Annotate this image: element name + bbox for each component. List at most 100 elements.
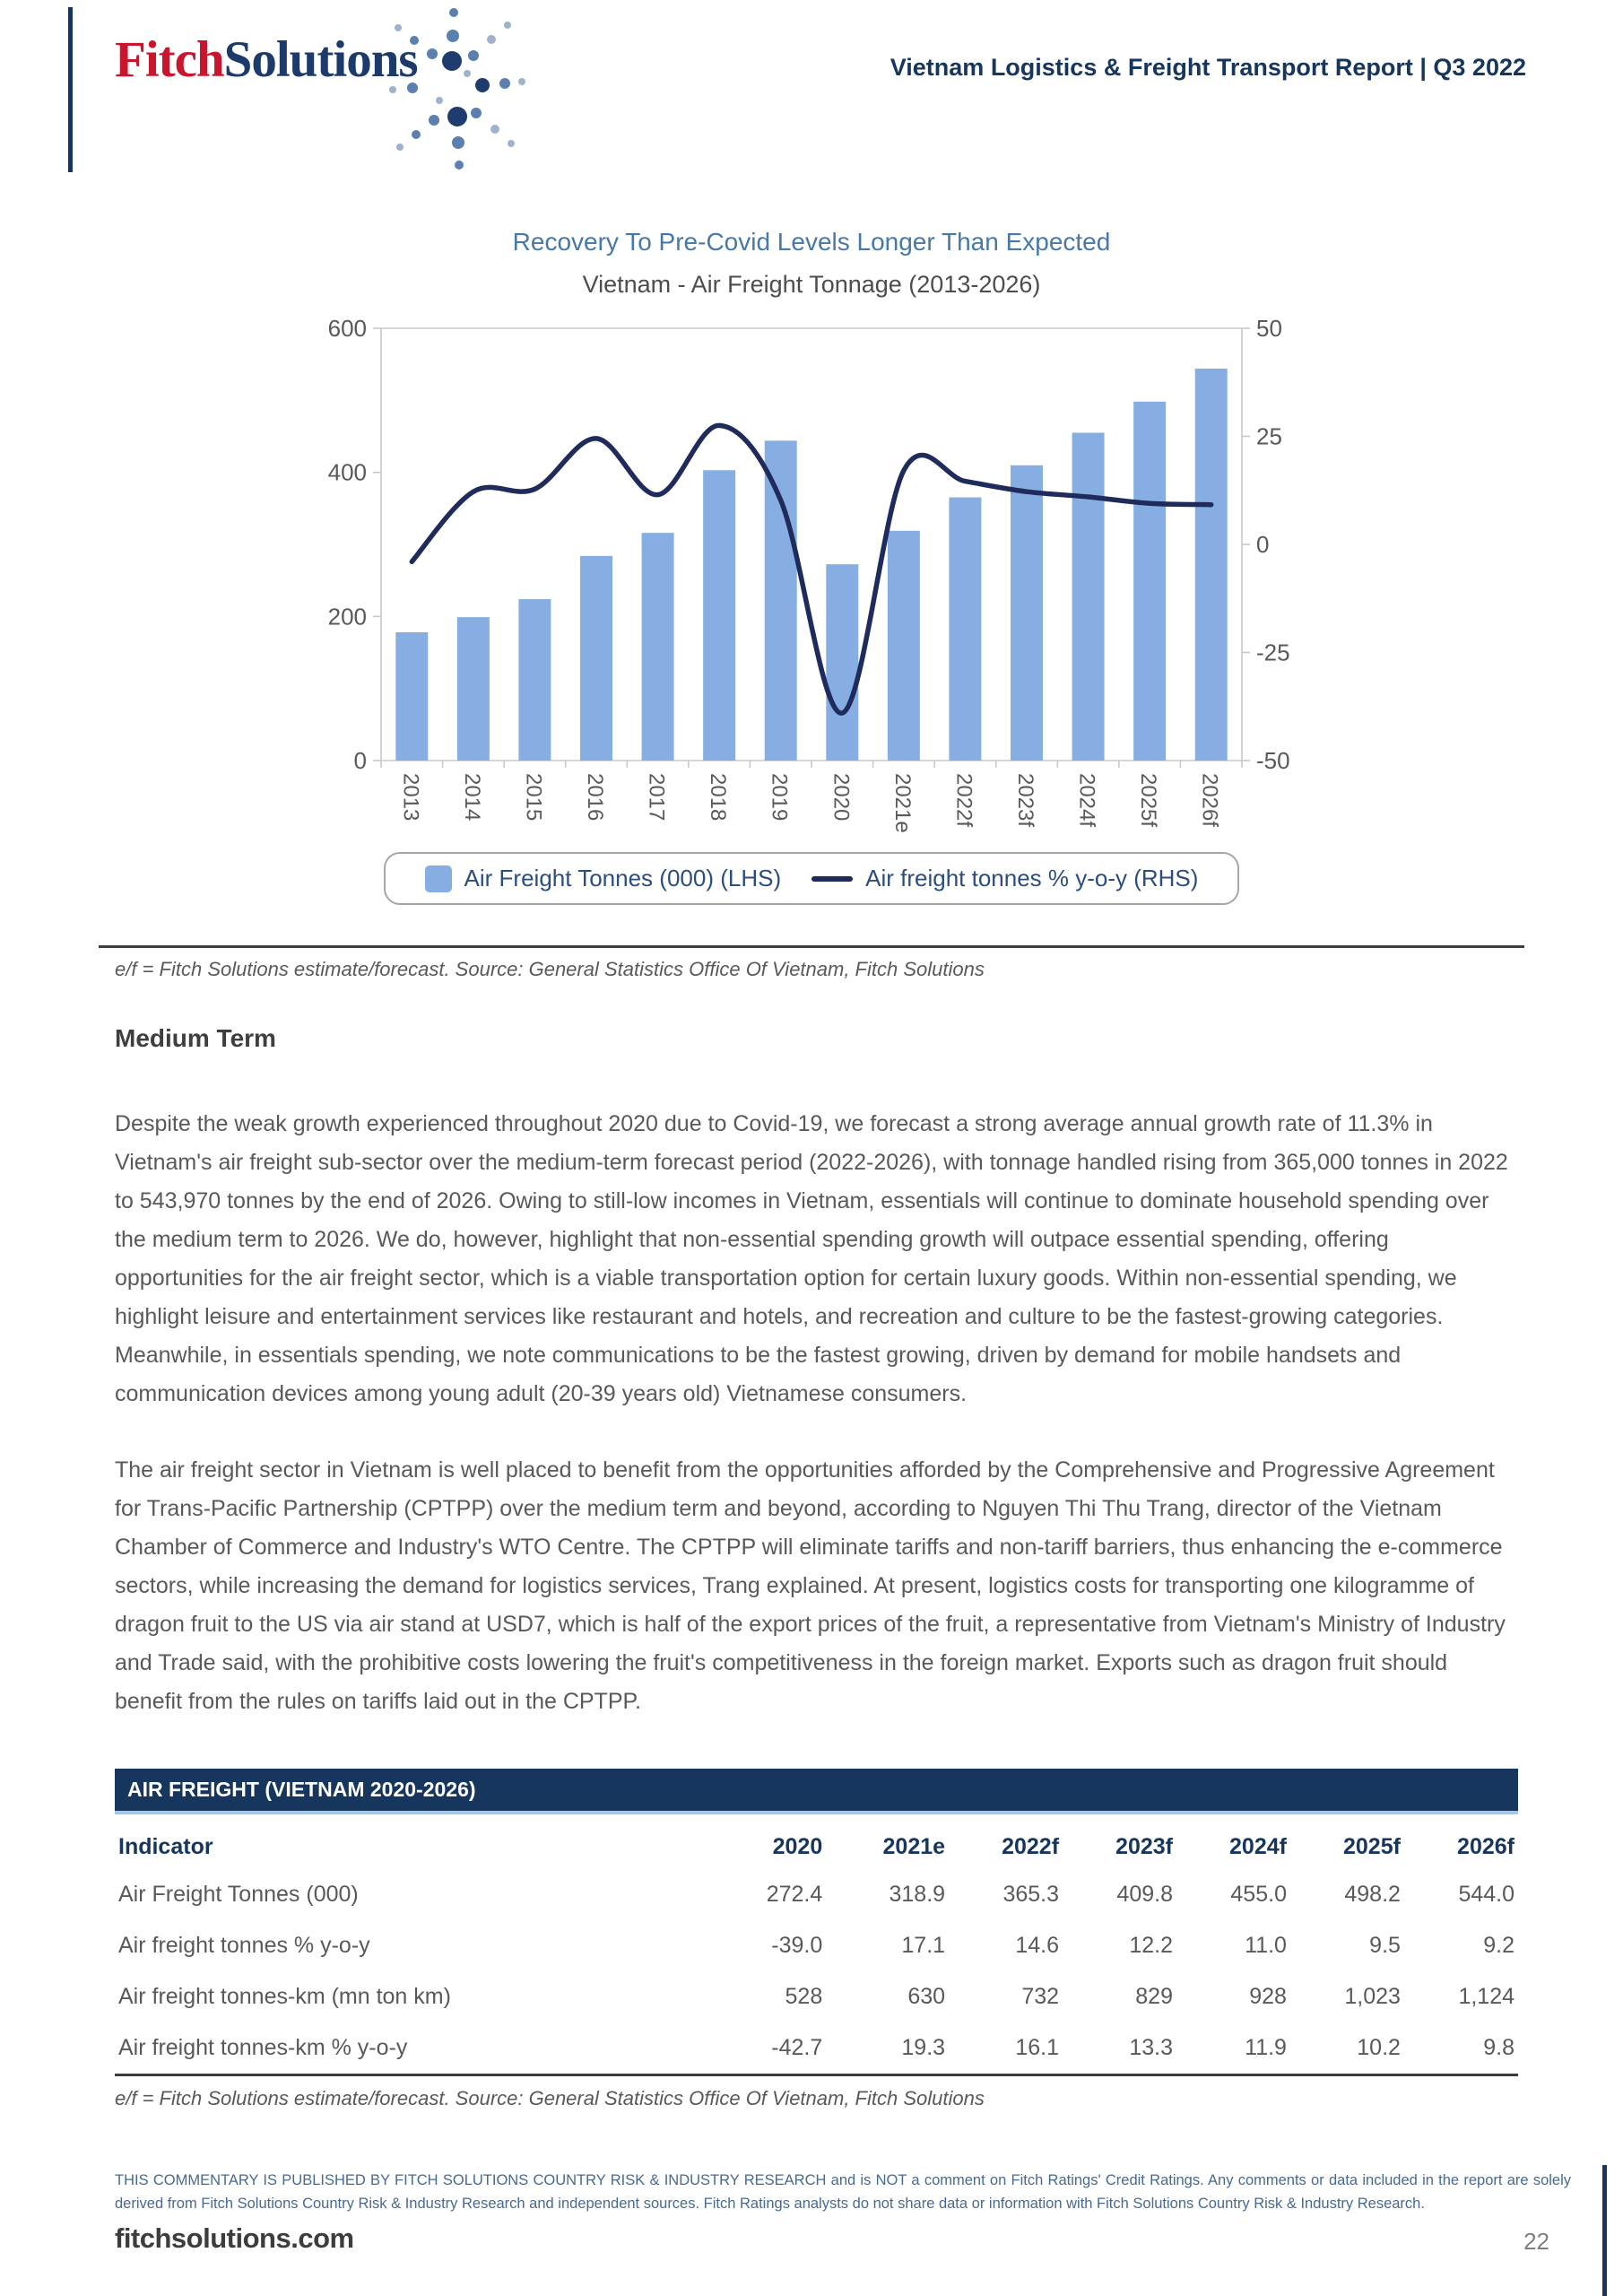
section-heading: Medium Term <box>115 1024 276 1052</box>
value-cell: 9.8 <box>1483 2035 1515 2060</box>
value-cell: 11.9 <box>1245 2035 1287 2060</box>
column-header-year: 2021e <box>882 1834 946 1859</box>
svg-text:600: 600 <box>328 315 367 342</box>
body-paragraph-2: The air freight sector in Vietnam is wel… <box>115 1457 1506 1714</box>
footer-site-url: fitchsolutions.com <box>115 2222 354 2254</box>
legend-line-label: Air freight tonnes % y-o-y (RHS) <box>865 865 1199 891</box>
svg-text:0: 0 <box>354 747 367 774</box>
chart-frame <box>380 327 1243 761</box>
air-freight-table: Indicator 2020 2021e 2022f 2023f 2024f 2025f 20… <box>115 1814 1518 2076</box>
fitch-solutions-logo: FitchSolutions <box>115 30 419 89</box>
page-number: 22 <box>1523 2228 1549 2255</box>
svg-text:2026f: 2026f <box>1198 773 1222 827</box>
left-axis: 0 200 400 600 <box>328 315 381 774</box>
value-cell: 12.2 <box>1129 1933 1173 1958</box>
value-cell: 1,023 <box>1344 1984 1401 2009</box>
svg-text:0: 0 <box>1256 531 1269 558</box>
value-cell: -39.0 <box>771 1933 823 1958</box>
chart-bars <box>395 368 1228 761</box>
value-cell: 528 <box>785 1984 823 2009</box>
svg-text:2014: 2014 <box>460 773 484 821</box>
svg-text:25: 25 <box>1256 423 1282 450</box>
value-cell: 16.1 <box>1015 2035 1060 2060</box>
column-header-indicator: Indicator <box>118 1834 213 1859</box>
svg-text:400: 400 <box>328 459 367 486</box>
svg-text:2016: 2016 <box>583 773 607 821</box>
svg-text:2019: 2019 <box>768 773 792 821</box>
value-cell: 409.8 <box>1116 1882 1173 1907</box>
svg-text:2021e: 2021e <box>890 773 915 833</box>
column-header-year: 2026f <box>1457 1834 1515 1859</box>
chart-line <box>409 422 1214 716</box>
table-source-note: e/f = Fitch Solutions estimate/forecast.… <box>115 2087 985 2109</box>
value-cell: 455.0 <box>1230 1882 1287 1907</box>
column-header-year: 2025f <box>1342 1834 1401 1859</box>
chart-subtitle: Vietnam - Air Freight Tonnage (2013-2026… <box>582 271 1041 298</box>
value-cell: 10.2 <box>1357 2035 1401 2060</box>
header-accent-bar <box>68 7 73 172</box>
report-title: Vietnam Logistics & Freight Transport Re… <box>890 54 1526 81</box>
svg-text:2015: 2015 <box>521 773 545 821</box>
value-cell: 11.0 <box>1245 1933 1287 1958</box>
air-freight-table-block: AIR FREIGHT (VIETNAM 2020-2026) Indicato… <box>115 1769 1518 2110</box>
footer-disclaimer: THIS COMMENTARY IS PUBLISHED BY FITCH SO… <box>115 2172 1571 2212</box>
logo-solutions-text: Solutions <box>223 31 419 88</box>
bar-series-swatch-icon <box>424 865 452 892</box>
value-cell: 365.3 <box>1002 1882 1060 1907</box>
svg-text:50: 50 <box>1256 315 1282 342</box>
value-cell: 1,124 <box>1458 1984 1515 2009</box>
x-axis-labels: 2013 2014 2015 2016 2017 2018 2019 2020 2021e 202… <box>398 773 1221 833</box>
column-header-year: 2022f <box>1002 1834 1060 1859</box>
logo-fitch-text: Fitch <box>115 31 225 88</box>
value-cell: 732 <box>1021 1984 1060 2009</box>
right-axis: -50 -25 0 25 50 <box>1242 315 1290 774</box>
value-cell: 9.5 <box>1369 1933 1401 1958</box>
fitch-logo-dots-icon <box>389 8 525 170</box>
column-header-year: 2023f <box>1115 1834 1173 1859</box>
value-cell: 9.2 <box>1483 1933 1515 1958</box>
value-cell: 272.4 <box>766 1882 823 1907</box>
table-row: Air freight tonnes-km % y-o-y -42.7 19.3 16… <box>115 2022 1518 2075</box>
value-cell: 17.1 <box>901 1933 946 1958</box>
column-header-year: 2024f <box>1229 1834 1287 1859</box>
svg-text:200: 200 <box>328 603 367 630</box>
svg-text:2024f: 2024f <box>1075 773 1099 827</box>
value-cell: 630 <box>907 1984 946 2009</box>
x-axis-ticks <box>380 761 1243 768</box>
value-cell: 13.3 <box>1129 2035 1173 2060</box>
value-cell: 928 <box>1249 1984 1287 2009</box>
chart-source-note: e/f = Fitch Solutions estimate/forecast.… <box>115 958 985 980</box>
legend-item-line: Air freight tonnes % y-o-y (RHS) <box>812 865 1198 892</box>
table-row: Air freight tonnes % y-o-y -39.0 17.1 14.6 1… <box>115 1920 1518 1971</box>
divider-rule <box>99 945 1524 948</box>
chart-legend-box: Air Freight Tonnes (000) (LHS) Air freig… <box>383 852 1240 905</box>
table-title: AIR FREIGHT (VIETNAM 2020-2026) <box>115 1769 1518 1814</box>
svg-text:2022f: 2022f <box>951 773 976 827</box>
value-cell: 19.3 <box>901 2035 946 2060</box>
indicator-cell: Air freight tonnes-km (mn ton km) <box>118 1984 451 2009</box>
value-cell: 544.0 <box>1458 1882 1515 1907</box>
indicator-cell: Air freight tonnes % y-o-y <box>118 1933 370 1958</box>
value-cell: 498.2 <box>1344 1882 1401 1907</box>
legend-item-bars: Air Freight Tonnes (000) (LHS) <box>424 865 782 892</box>
indicator-cell: Air freight tonnes-km % y-o-y <box>118 2035 408 2060</box>
column-header-year: 2020 <box>772 1834 823 1859</box>
svg-text:2020: 2020 <box>829 773 853 821</box>
svg-text:2025f: 2025f <box>1136 773 1160 827</box>
footer-accent-bar <box>1602 2165 1607 2296</box>
table-row: Air Freight Tonnes (000) 272.4 318.9 365.3 4… <box>115 1869 1518 1920</box>
svg-text:2017: 2017 <box>645 773 669 821</box>
table-row: Air freight tonnes-km (mn ton km) 528 630 7… <box>115 1971 1518 2022</box>
svg-text:2013: 2013 <box>398 773 422 821</box>
value-cell: 14.6 <box>1015 1933 1060 1958</box>
chart-title: Recovery To Pre-Covid Levels Longer Than… <box>512 228 1111 256</box>
value-cell: -42.7 <box>771 2035 823 2060</box>
svg-text:2018: 2018 <box>706 773 730 821</box>
legend-bar-label: Air Freight Tonnes (000) (LHS) <box>464 865 782 891</box>
value-cell: 829 <box>1135 1984 1173 2009</box>
svg-text:-25: -25 <box>1256 639 1290 666</box>
svg-text:-50: -50 <box>1256 747 1290 774</box>
indicator-cell: Air Freight Tonnes (000) <box>118 1882 359 1907</box>
value-cell: 318.9 <box>889 1882 946 1907</box>
